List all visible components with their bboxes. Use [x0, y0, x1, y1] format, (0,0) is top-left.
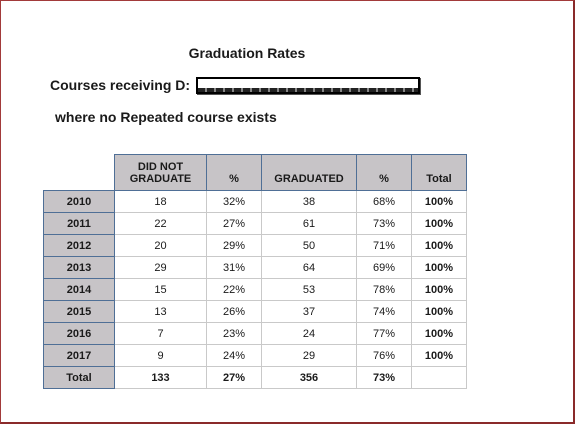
corner-blank: [44, 155, 115, 191]
row-graduated: 38: [261, 190, 357, 213]
row-total: 100%: [411, 190, 467, 213]
totals-label: Total: [43, 366, 115, 389]
table-header-row: DID NOT GRADUATE % GRADUATED % Total: [44, 154, 467, 191]
courses-label: Courses receiving D:: [50, 77, 191, 93]
row-graduated: 61: [261, 212, 357, 235]
table-row: 2011 22 27% 61 73% 100%: [43, 212, 467, 235]
row-pct-not-graduate: 24%: [206, 344, 262, 367]
header-pct-graduated: %: [356, 154, 412, 191]
row-pct-graduated: 68%: [356, 190, 412, 213]
row-pct-not-graduate: 23%: [206, 322, 262, 345]
row-not-graduate: 13: [114, 300, 207, 323]
row-pct-not-graduate: 26%: [206, 300, 262, 323]
row-pct-graduated: 76%: [356, 344, 412, 367]
redacted-course-list: [196, 77, 420, 94]
row-year: 2017: [43, 344, 115, 367]
row-pct-graduated: 74%: [356, 300, 412, 323]
row-graduated: 24: [261, 322, 357, 345]
row-not-graduate: 29: [114, 256, 207, 279]
row-not-graduate: 15: [114, 278, 207, 301]
totals-row: Total 133 27% 356 73%: [43, 366, 467, 389]
row-total: 100%: [411, 212, 467, 235]
row-year: 2015: [43, 300, 115, 323]
row-year: 2014: [43, 278, 115, 301]
row-graduated: 29: [261, 344, 357, 367]
table-row: 2013 29 31% 64 69% 100%: [43, 256, 467, 279]
row-not-graduate: 20: [114, 234, 207, 257]
row-pct-graduated: 69%: [356, 256, 412, 279]
row-total: 100%: [411, 256, 467, 279]
header-not-graduate: DID NOT GRADUATE: [114, 154, 207, 191]
row-pct-graduated: 77%: [356, 322, 412, 345]
table-row: 2015 13 26% 37 74% 100%: [43, 300, 467, 323]
row-graduated: 64: [261, 256, 357, 279]
row-pct-not-graduate: 27%: [206, 212, 262, 235]
row-pct-graduated: 73%: [356, 212, 412, 235]
row-year: 2010: [43, 190, 115, 213]
row-pct-not-graduate: 22%: [206, 278, 262, 301]
row-total: 100%: [411, 234, 467, 257]
table-row: 2012 20 29% 50 71% 100%: [43, 234, 467, 257]
table-row: 2016 7 23% 24 77% 100%: [43, 322, 467, 345]
totals-graduated: 356: [261, 366, 357, 389]
row-year: 2012: [43, 234, 115, 257]
totals-pct-graduated: 73%: [356, 366, 412, 389]
row-total: 100%: [411, 322, 467, 345]
table-row: 2014 15 22% 53 78% 100%: [43, 278, 467, 301]
totals-not-graduate: 133: [114, 366, 207, 389]
totals-pct-not-graduate: 27%: [206, 366, 262, 389]
table-row: 2010 18 32% 38 68% 100%: [43, 190, 467, 213]
header-graduated: GRADUATED: [261, 154, 357, 191]
row-pct-not-graduate: 32%: [206, 190, 262, 213]
row-pct-graduated: 78%: [356, 278, 412, 301]
row-graduated: 53: [261, 278, 357, 301]
row-not-graduate: 7: [114, 322, 207, 345]
condition-text: where no Repeated course exists: [55, 109, 277, 125]
row-year: 2013: [43, 256, 115, 279]
row-not-graduate: 9: [114, 344, 207, 367]
totals-total: [411, 366, 467, 389]
report-title: Graduation Rates: [188, 45, 306, 61]
row-graduated: 37: [261, 300, 357, 323]
row-total: 100%: [411, 344, 467, 367]
row-total: 100%: [411, 278, 467, 301]
row-total: 100%: [411, 300, 467, 323]
graduation-table: DID NOT GRADUATE % GRADUATED % Total 201…: [43, 154, 467, 389]
header-total: Total: [411, 154, 467, 191]
row-graduated: 50: [261, 234, 357, 257]
row-pct-not-graduate: 29%: [206, 234, 262, 257]
row-pct-not-graduate: 31%: [206, 256, 262, 279]
table-row: 2017 9 24% 29 76% 100%: [43, 344, 467, 367]
row-pct-graduated: 71%: [356, 234, 412, 257]
header-pct-not-graduate: %: [206, 154, 262, 191]
row-not-graduate: 18: [114, 190, 207, 213]
row-not-graduate: 22: [114, 212, 207, 235]
row-year: 2016: [43, 322, 115, 345]
row-year: 2011: [43, 212, 115, 235]
